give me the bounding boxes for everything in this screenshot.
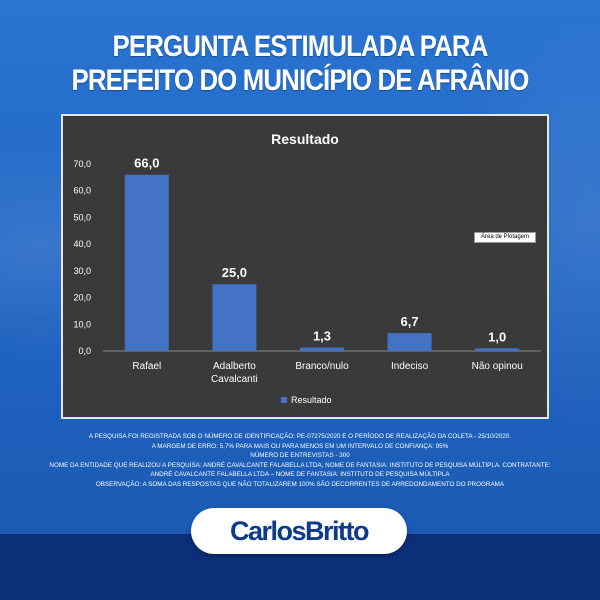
footnote-line: NOME DA ENTIDADE QUE REALIZOU A PESQUISA… — [49, 461, 551, 469]
x-tick-label: Não opinou — [472, 361, 523, 372]
bar-chart: Resultado 0,0 10,0 20,0 30,0 40,0 50,0 60,0 70,0… — [73, 131, 541, 405]
bar — [212, 284, 257, 351]
y-tick-label: 0,0 — [78, 346, 91, 356]
y-tick-label: 50,0 — [73, 212, 91, 222]
carlosbritto-logo: CarlosBritto — [191, 508, 407, 554]
x-tick-label: Rafael — [132, 361, 161, 372]
page-headline: PERGUNTA ESTIMULADA PARA PREFEITO DO MUN… — [42, 30, 558, 98]
bar-value-label: 1,0 — [488, 329, 506, 344]
bar — [124, 174, 169, 351]
chart-panel: Resultado 0,0 10,0 20,0 30,0 40,0 50,0 60,0 70,0… — [61, 114, 549, 419]
logo-text: CarlosBritto — [229, 516, 370, 546]
x-tick-label: Cavalcanti — [211, 374, 258, 385]
bar — [300, 347, 344, 351]
plot-area-tooltip: Área de Plotagem — [474, 232, 536, 243]
y-tick-label: 20,0 — [73, 293, 91, 303]
bar-value-label: 6,7 — [401, 314, 419, 329]
legend-label: Resultado — [291, 395, 332, 405]
y-tick-label: 60,0 — [73, 186, 91, 196]
x-tick-label: Branco/nulo — [295, 361, 349, 372]
survey-footnote: A PESQUISA FOI REGISTRADA SOB O NÚMERO D… — [20, 432, 580, 489]
bar-value-label: 66,0 — [134, 156, 159, 171]
footnote-line: OBSERVAÇÃO: A SOMA DAS RESPOSTAS QUE NÃO… — [95, 480, 505, 488]
legend-swatch — [281, 397, 287, 403]
footnote-line: A MARGEM DE ERRO: 5,7% PARA MAIS OU PARA… — [151, 442, 449, 450]
footnote-line: ANDRÉ CAVALCANTE FALABELLA LTDA – NOME D… — [150, 471, 450, 478]
y-tick-label: 40,0 — [73, 239, 91, 249]
footnote-line: NÚMERO DE ENTREVISTAS - 300 — [250, 452, 350, 459]
footnote-line: A PESQUISA FOI REGISTRADA SOB O NÚMERO D… — [88, 433, 512, 440]
y-tick-label: 70,0 — [73, 159, 91, 169]
x-tick-label: Adalberto — [213, 361, 256, 372]
bar — [475, 348, 520, 351]
y-tick-label: 30,0 — [73, 266, 91, 276]
y-tick-label: 10,0 — [73, 319, 91, 329]
bar — [387, 333, 432, 351]
x-tick-label: Indeciso — [391, 361, 429, 372]
bar-value-label: 1,3 — [313, 329, 331, 344]
bar-value-label: 25,0 — [222, 265, 247, 280]
chart-title: Resultado — [271, 131, 339, 147]
headline-line-1: PERGUNTA ESTIMULADA PARA — [112, 30, 489, 63]
headline-line-2: PREFEITO DO MUNICÍPIO DE AFRÂNIO — [71, 64, 530, 97]
